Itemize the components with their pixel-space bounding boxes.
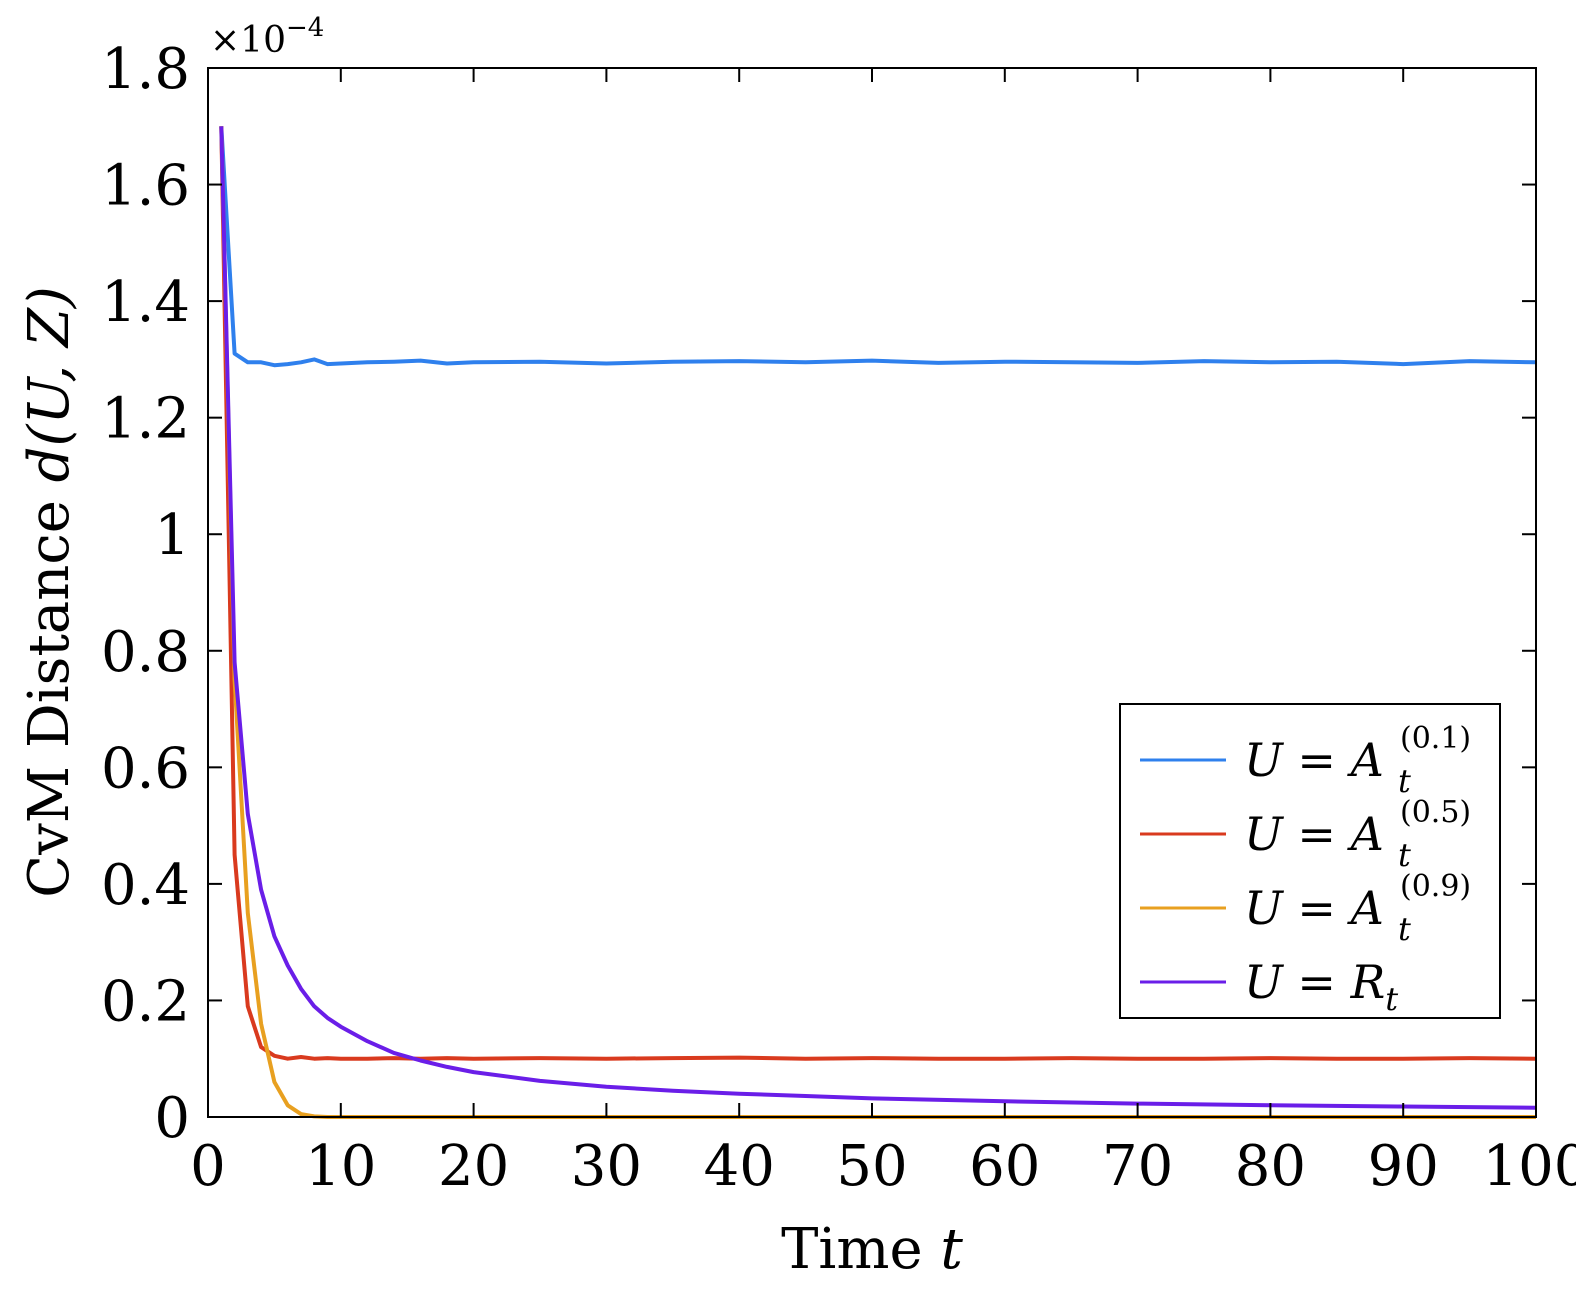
x-tick-label: 60 [969, 1134, 1040, 1199]
legend-box [1119, 703, 1501, 1019]
y-tick-label: 0.2 [101, 969, 190, 1034]
legend-label: U = A [1244, 807, 1384, 861]
y-tick-label: 0.4 [101, 853, 190, 918]
x-tick-label: 100 [1483, 1134, 1576, 1199]
legend-sup: (0.5) [1400, 795, 1471, 830]
series-line-2 [219, 126, 1537, 1061]
y-axis-label: CvM Distance d(U, Z) [17, 286, 82, 898]
legend-sub: t [1398, 836, 1411, 874]
legend-sub: t [1398, 910, 1411, 948]
x-tick-label: 50 [836, 1134, 907, 1199]
legend-label: U = A [1244, 733, 1384, 787]
y-tick-label: 1.8 [101, 37, 190, 102]
series-line-1 [219, 126, 1537, 368]
legend-sup: (0.9) [1400, 869, 1471, 904]
x-tick-label: 40 [704, 1134, 775, 1199]
x-axis-label: Time t [781, 1217, 963, 1282]
x-tick-label: 90 [1368, 1134, 1439, 1199]
x-tick-label: 20 [438, 1134, 509, 1199]
y-tick-label: 1.6 [101, 154, 190, 219]
legend-label: U = A [1244, 881, 1384, 935]
x-tick-label: 10 [305, 1134, 376, 1199]
legend-sup: (0.1) [1400, 721, 1471, 756]
y-tick-label: 1 [154, 503, 190, 568]
x-tick-label: 80 [1235, 1134, 1306, 1199]
y-tick-label: 0.6 [101, 736, 190, 801]
x-tick-label: 30 [571, 1134, 642, 1199]
x-tick-label: 0 [190, 1134, 226, 1199]
legend-label: U = Rt [1244, 955, 1398, 1018]
legend-entries: U = A (0.1)tU = A (0.5)tU = A (0.9)tU = Rt [1140, 721, 1471, 1018]
y-tick-label: 0.8 [101, 620, 190, 685]
legend: U = A (0.1)tU = A (0.5)tU = A (0.9)tU = Rt [1119, 703, 1501, 1019]
series-line-4 [219, 126, 1537, 1110]
tick-layer: 0 10 20 30 40 50 60 70 80 90 100 0 0.2 0.4 0.6 0.8 1 1.2 1… [101, 37, 1576, 1199]
y-multiplier: ×10−4 [210, 13, 324, 61]
x-tick-label: 70 [1102, 1134, 1173, 1199]
legend-sub: t [1398, 762, 1411, 800]
y-tick-label: 1.2 [101, 387, 190, 452]
y-tick-label: 1.4 [101, 270, 190, 335]
y-tick-label: 0 [154, 1086, 190, 1151]
